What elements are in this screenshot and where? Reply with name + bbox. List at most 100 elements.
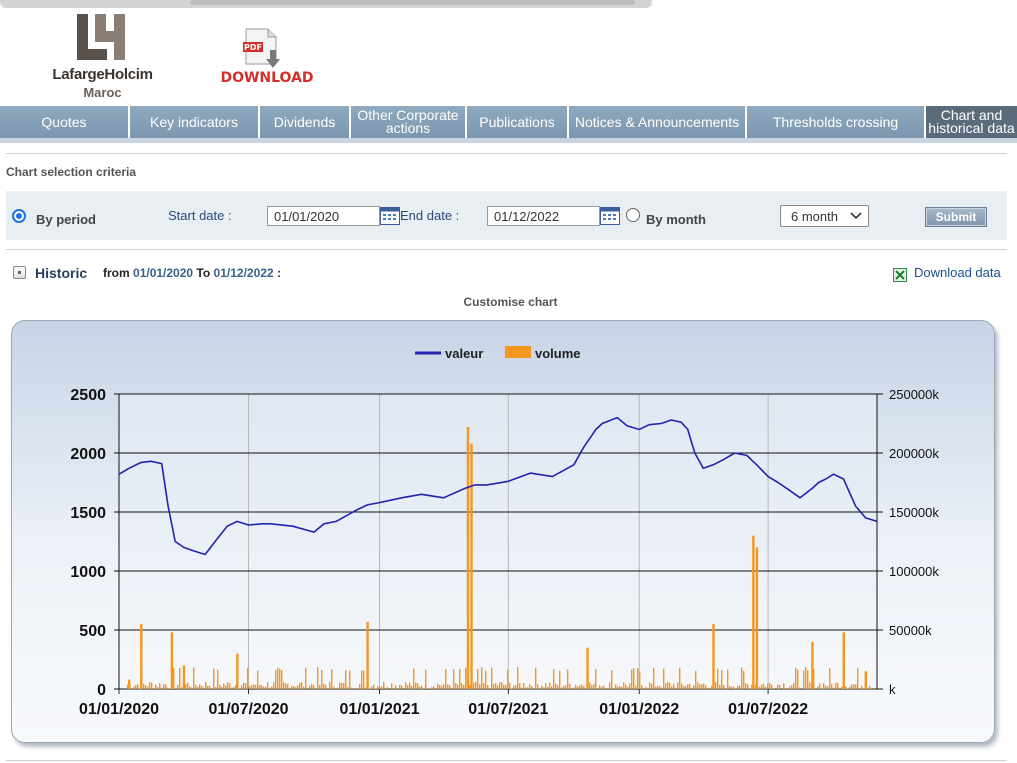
volume-bar xyxy=(715,682,717,689)
volume-bar xyxy=(857,668,859,689)
volume-bar xyxy=(375,688,377,689)
volume-bar xyxy=(771,684,773,689)
tab-thresholds-crossing[interactable]: Thresholds crossing xyxy=(747,106,926,138)
by-period-radio[interactable] xyxy=(12,209,26,223)
volume-bar xyxy=(759,686,761,689)
volume-bar xyxy=(445,669,447,689)
volume-bar xyxy=(853,684,855,689)
volume-bar xyxy=(841,686,843,689)
volume-bar xyxy=(545,683,547,689)
month-select[interactable]: 6 month xyxy=(780,205,869,227)
volume-bar xyxy=(641,685,643,689)
volume-bar xyxy=(645,687,647,689)
tab-other-corporate-actions[interactable]: Other Corporate actions xyxy=(351,106,467,138)
tab-key-indicators[interactable]: Key indicators xyxy=(130,106,260,138)
volume-bar xyxy=(203,687,205,689)
volume-bar xyxy=(405,682,407,689)
volume-bar xyxy=(495,683,497,689)
pdf-download-link[interactable]: PDF DOWNLOAD xyxy=(212,28,322,88)
volume-bar xyxy=(861,685,863,689)
volume-bar xyxy=(842,632,845,689)
tab-dividends[interactable]: Dividends xyxy=(260,106,351,138)
download-data-link[interactable]: Download data xyxy=(914,265,1001,280)
tab-notices-announcements[interactable]: Notices & Announcements xyxy=(569,106,747,138)
volume-bar xyxy=(299,682,301,689)
volume-bar xyxy=(823,683,825,689)
volume-bar xyxy=(827,686,829,689)
volume-bar xyxy=(140,624,143,689)
tab-quotes[interactable]: Quotes xyxy=(0,106,130,138)
volume-bar xyxy=(813,668,815,689)
volume-bar xyxy=(379,686,381,689)
y-left-tick-label: 1500 xyxy=(70,505,106,522)
volume-bar xyxy=(681,683,683,689)
volume-bar xyxy=(699,684,701,689)
tab-publications[interactable]: Publications xyxy=(467,106,569,138)
volume-bar xyxy=(489,688,491,689)
volume-bar xyxy=(631,669,633,689)
collapse-toggle-icon[interactable] xyxy=(13,266,26,279)
volume-bar xyxy=(849,686,851,689)
volume-bar xyxy=(483,683,485,689)
volume-bar xyxy=(719,684,721,689)
volume-bar xyxy=(157,686,159,689)
volume-bar xyxy=(615,684,617,689)
volume-bar xyxy=(677,682,679,689)
volume-bar xyxy=(433,686,435,689)
submit-button[interactable]: Submit xyxy=(925,207,987,227)
volume-bar xyxy=(401,685,403,689)
by-month-radio[interactable] xyxy=(626,208,640,222)
start-date-input[interactable]: 01/01/2020 xyxy=(267,206,380,226)
volume-bar xyxy=(423,688,425,689)
volume-bar xyxy=(829,668,831,689)
volume-bar xyxy=(835,682,837,689)
start-date-label: Start date : xyxy=(168,208,232,223)
lafargeholcim-logo-icon xyxy=(77,14,125,60)
volume-bar xyxy=(149,681,151,689)
excel-icon[interactable] xyxy=(893,268,907,282)
volume-bar xyxy=(741,667,743,689)
volume-bar xyxy=(799,687,801,689)
volume-bar xyxy=(555,683,557,689)
calendar-icon[interactable] xyxy=(380,207,400,225)
volume-bar xyxy=(589,682,591,689)
volume-bar xyxy=(599,685,601,689)
volume-bar xyxy=(259,684,261,689)
volume-bar xyxy=(249,686,251,689)
volume-bar xyxy=(127,684,129,689)
volume-bar xyxy=(581,684,583,689)
volume-bar xyxy=(737,685,739,689)
volume-bar xyxy=(333,686,335,689)
volume-bar xyxy=(297,685,299,689)
volume-bar xyxy=(591,684,593,689)
calendar-icon[interactable] xyxy=(600,207,620,225)
volume-bar xyxy=(603,685,605,689)
x-tick-label: 01/01/2021 xyxy=(339,701,419,718)
volume-bar xyxy=(543,687,545,689)
top-scrollbar[interactable] xyxy=(0,0,652,8)
volume-bar xyxy=(355,688,357,689)
volume-bar xyxy=(479,684,481,689)
volume-bar xyxy=(447,684,449,689)
volume-bar xyxy=(165,684,167,689)
criteria-title: Chart selection criteria xyxy=(6,165,137,179)
volume-bar xyxy=(285,683,287,689)
customise-chart-link[interactable]: Customise chart xyxy=(463,295,558,309)
scrollbar-thumb[interactable] xyxy=(190,0,635,5)
volume-bar xyxy=(609,682,611,689)
volume-bar xyxy=(821,688,823,689)
volume-bar xyxy=(283,682,285,689)
volume-bar xyxy=(659,686,661,689)
tab-chart-historical-data[interactable]: Chart and historical data xyxy=(926,106,1017,138)
end-date-input[interactable]: 01/12/2022 xyxy=(487,206,600,226)
volume-bar xyxy=(525,687,527,689)
volume-bar xyxy=(579,685,581,689)
volume-bar xyxy=(685,685,687,689)
volume-bar xyxy=(559,670,561,689)
volume-bar xyxy=(627,686,629,689)
volume-bar xyxy=(573,687,575,689)
logo-sub: Maroc xyxy=(83,85,122,100)
volume-bar xyxy=(419,686,421,689)
volume-bar xyxy=(791,685,793,689)
volume-bar xyxy=(785,688,787,689)
